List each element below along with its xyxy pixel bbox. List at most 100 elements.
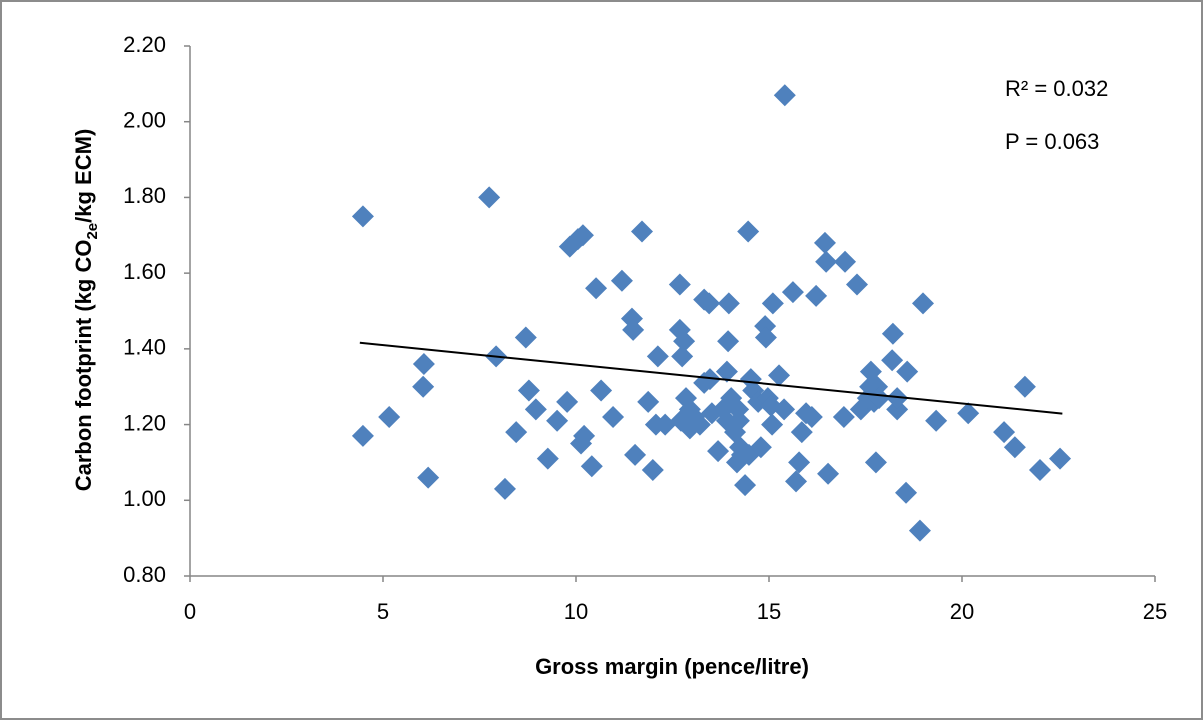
data-point [351,424,374,447]
data-point [754,326,777,349]
x-tick-label: 20 [950,599,974,624]
data-point [993,421,1016,444]
x-tick-label: 15 [757,599,781,624]
data-point [734,474,757,497]
data-point [773,84,796,107]
data-point [493,477,516,500]
data-point [727,409,750,432]
data-point [785,470,808,493]
data-point [688,413,711,436]
data-point [773,398,796,421]
data-point [412,353,435,375]
data-point [590,379,613,402]
annotation: P = 0.063 [1005,129,1099,154]
data-point [761,292,784,315]
data-point [671,345,694,368]
y-tick-label: 1.00 [123,486,166,511]
data-point [768,364,791,387]
trend-line [359,341,1063,415]
data-point [832,406,855,428]
data-point [834,250,857,273]
data-point [761,413,784,436]
data-point [412,375,435,398]
data-point [417,466,440,489]
data-point [646,345,669,368]
data-point [556,390,579,413]
data-point [895,481,918,504]
data-point [912,292,935,315]
y-tick-label: 1.60 [123,259,166,284]
data-point [737,220,760,243]
data-point [846,273,869,296]
data-point [1003,436,1026,459]
data-point [1049,447,1072,470]
data-point [925,409,948,432]
y-tick-label: 1.20 [123,410,166,435]
data-point [602,406,625,428]
data-point [1013,375,1036,398]
data-point [749,436,772,459]
x-tick-label: 25 [1143,599,1167,624]
data-point [707,440,730,463]
data-point [864,451,887,474]
data-point [698,292,721,315]
data-point [1028,459,1051,481]
data-point [881,349,904,372]
data-point [536,447,559,470]
x-axis-title: Gross margin (pence/litre) [535,654,809,679]
data-point [908,519,931,542]
x-tick-label: 5 [377,599,389,624]
data-point [868,387,891,410]
data-point [800,406,823,428]
data-point [478,186,501,209]
data-point [624,443,647,466]
data-point [622,318,645,341]
data-point [505,421,528,444]
data-point [715,360,738,383]
x-tick-label: 0 [184,599,196,624]
data-point [817,462,840,485]
data-point [571,224,594,247]
y-tick-label: 2.00 [123,108,166,133]
y-tick-label: 0.80 [123,562,166,587]
data-point [641,459,664,481]
data-point [698,368,721,391]
data-point [896,360,919,383]
data-point [378,406,401,428]
data-point [517,379,540,402]
y-axis-title-part: Carbon footprint (kg CO [71,240,96,492]
data-point [585,277,608,300]
data-point [788,451,811,474]
data-point [781,281,804,304]
data-point [668,273,691,296]
y-axis-title-subscript: 2e [84,223,101,240]
data-point [573,424,596,447]
annotation: R² = 0.032 [1005,76,1108,101]
y-tick-label: 1.40 [123,335,166,360]
data-point [805,284,828,307]
data-point [790,421,813,444]
data-point [886,398,909,421]
y-tick-label: 2.20 [123,32,166,57]
data-point [957,402,980,425]
data-point [717,330,740,353]
data-point [351,205,374,228]
data-point [546,409,569,432]
y-axis-title-part: /kg ECM) [71,129,96,223]
data-point [631,220,654,243]
data-point [580,455,603,478]
data-point [886,387,909,410]
data-point [524,398,547,421]
y-axis-title: Carbon footprint (kg CO2e/kg ECM) [71,129,102,492]
data-point [654,413,677,436]
data-point [637,390,660,413]
data-point [881,322,904,345]
data-point [813,231,836,254]
data-point [514,326,537,349]
data-point [717,292,740,315]
data-point [673,330,696,353]
y-tick-label: 1.80 [123,183,166,208]
